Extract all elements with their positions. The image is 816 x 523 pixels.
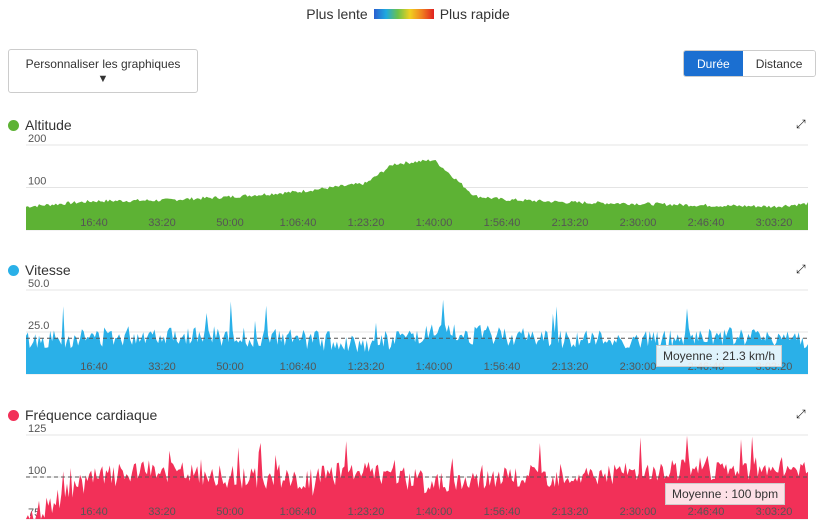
x-tick-label: 2:30:00 — [620, 361, 657, 373]
x-tick-label: 16:40 — [80, 361, 108, 373]
x-tick-label: 1:06:40 — [280, 506, 317, 518]
altitude-panel: 200100016:4033:2050:001:06:401:23:201:40… — [0, 117, 816, 232]
x-tick-label: 50:00 — [216, 361, 244, 373]
speed-color-legend: Plus lente Plus rapide — [0, 6, 816, 22]
y-tick-label: 100 — [28, 176, 46, 188]
altitude-title-label: Altitude — [25, 117, 72, 133]
customize-charts-label: Personnaliser les graphiques — [25, 57, 181, 71]
x-tick-label: 2:13:20 — [552, 506, 589, 518]
y-tick-label: 25.0 — [28, 320, 49, 332]
speed-title-label: Vitesse — [25, 262, 71, 278]
series-area — [26, 299, 808, 374]
y-tick-label: 125 — [28, 423, 46, 435]
x-tick-label: 1:23:20 — [348, 217, 385, 229]
x-tick-label: 1:06:40 — [280, 361, 317, 373]
x-tick-label: 3:03:20 — [756, 506, 793, 518]
x-tick-label: 1:56:40 — [484, 506, 521, 518]
y-tick-label: 100 — [28, 465, 46, 477]
speed-panel: 50.025.00.016:4033:2050:001:06:401:23:20… — [0, 262, 816, 378]
x-tick-label: 1:40:00 — [416, 506, 453, 518]
speed-title: Vitesse — [8, 262, 71, 278]
y-tick-label: 200 — [28, 133, 46, 145]
heart-rate-average-label: Moyenne : 100 bpm — [665, 483, 786, 505]
expand-icon[interactable]: ⤢ — [796, 117, 806, 131]
x-tick-label: 1:23:20 — [348, 506, 385, 518]
distance-toggle-button[interactable]: Distance — [742, 51, 816, 76]
series-area — [26, 435, 808, 519]
legend-fast-label: Plus rapide — [439, 6, 510, 22]
x-tick-label: 1:40:00 — [416, 217, 453, 229]
altitude-dot-icon — [8, 119, 19, 131]
x-tick-label: 16:40 — [80, 217, 108, 229]
chevron-down-icon: ▼ — [97, 73, 109, 85]
x-tick-label: 33:20 — [148, 361, 176, 373]
x-tick-label: 16:40 — [80, 506, 108, 518]
altitude-title: Altitude — [8, 117, 72, 133]
heart-rate-title: Fréquence cardiaque — [8, 407, 157, 423]
axis-mode-toggle: Durée Distance — [683, 50, 816, 77]
x-tick-label: 2:46:40 — [688, 506, 725, 518]
x-tick-label: 2:46:40 — [688, 217, 725, 229]
expand-icon[interactable]: ⤢ — [796, 262, 806, 276]
x-tick-label: 2:13:20 — [552, 361, 589, 373]
legend-slow-label: Plus lente — [306, 6, 368, 22]
customize-charts-dropdown[interactable]: Personnaliser les graphiques ▼ — [8, 49, 198, 93]
expand-icon[interactable]: ⤢ — [796, 407, 806, 421]
x-tick-label: 1:23:20 — [348, 361, 385, 373]
x-tick-label: 3:03:20 — [756, 217, 793, 229]
x-tick-label: 2:13:20 — [552, 217, 589, 229]
heart-rate-panel: 125 100 75 16:40 33:20 50:00 1:06:40 1:23:20 1:4… — [0, 407, 816, 523]
x-tick-label: 33:20 — [148, 217, 176, 229]
x-tick-label: 1:56:40 — [484, 217, 521, 229]
x-tick-label: 1:40:00 — [416, 361, 453, 373]
heart-rate-dot-icon — [8, 409, 19, 421]
speed-average-label: Moyenne : 21.3 km/h — [656, 345, 783, 367]
x-tick-label: 2:30:00 — [620, 506, 657, 518]
x-tick-label: 50:00 — [216, 217, 244, 229]
speed-gradient-bar — [373, 9, 434, 19]
x-tick-label: 2:30:00 — [620, 217, 657, 229]
x-tick-label: 1:56:40 — [484, 361, 521, 373]
x-tick-label: 33:20 — [148, 506, 176, 518]
y-tick-label: 50.0 — [28, 278, 49, 290]
heart-rate-title-label: Fréquence cardiaque — [25, 407, 158, 423]
series-area — [26, 159, 808, 230]
x-tick-label: 1:06:40 — [280, 217, 317, 229]
duration-toggle-button[interactable]: Durée — [684, 51, 743, 76]
x-tick-label: 50:00 — [216, 506, 244, 518]
speed-chart: 50.025.00.016:4033:2050:001:06:401:23:20… — [26, 278, 808, 375]
altitude-chart: 200100016:4033:2050:001:06:401:23:201:40… — [26, 133, 808, 231]
speed-dot-icon — [8, 264, 19, 276]
